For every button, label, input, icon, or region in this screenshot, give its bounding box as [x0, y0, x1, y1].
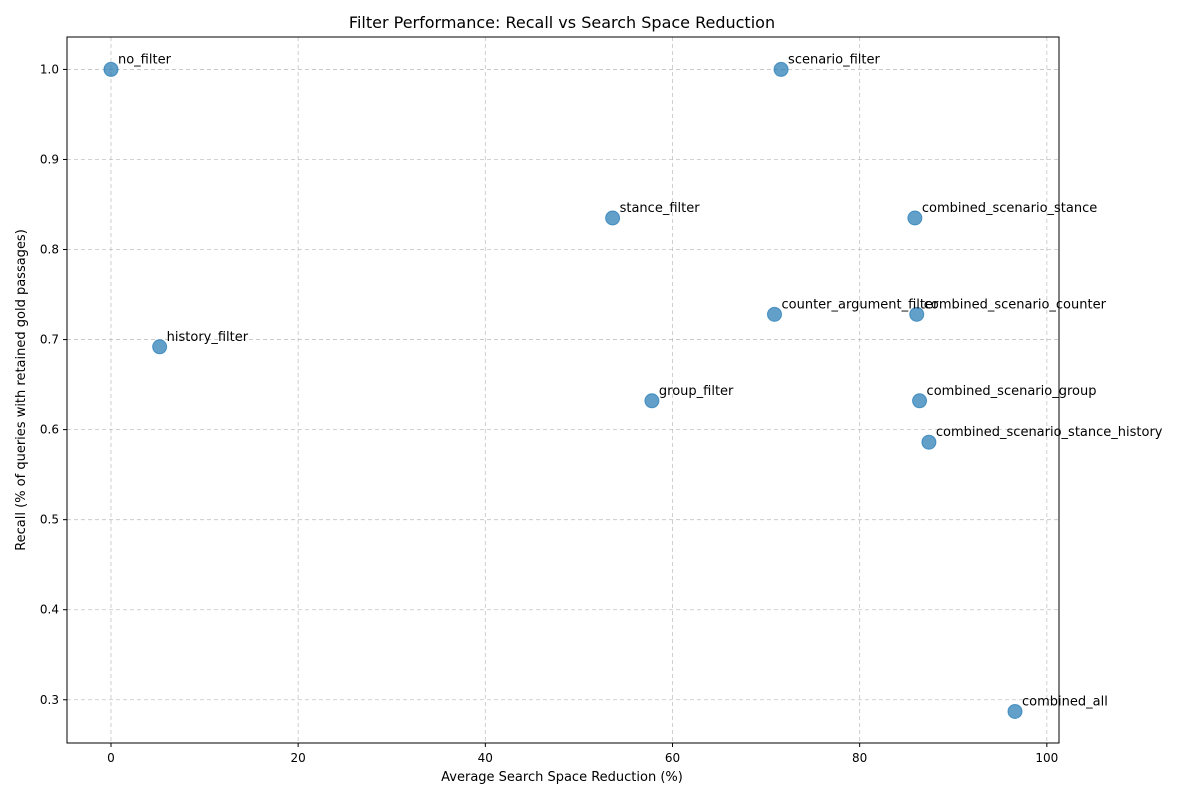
x-tick-label: 60: [665, 751, 680, 765]
x-tick-label: 0: [107, 751, 115, 765]
data-point: [103, 61, 119, 77]
x-tick-label: 80: [852, 751, 867, 765]
y-tick-label: 0.6: [40, 423, 59, 437]
x-axis-label: Average Search Space Reduction (%): [441, 770, 683, 785]
grid-lines: [67, 37, 1059, 743]
data-point: [912, 393, 928, 409]
y-tick-label: 0.8: [40, 243, 59, 257]
data-point: [773, 61, 789, 77]
y-axis-ticks: 0.3 0.4 0.5 0.6 0.7 0.8 0.9 1.0: [40, 62, 67, 707]
x-tick-label: 40: [478, 751, 493, 765]
plot-frame: [66, 36, 1060, 744]
point-label: combined_scenario_counter: [924, 297, 1107, 312]
data-point: [921, 434, 937, 450]
data-point: [907, 210, 923, 226]
y-tick-label: 0.4: [40, 603, 59, 617]
point-label: combined_scenario_group: [927, 384, 1097, 399]
y-tick-label: 0.9: [40, 152, 59, 166]
y-tick-label: 0.5: [40, 513, 59, 527]
y-tick-label: 0.3: [40, 693, 59, 707]
point-label: history_filter: [167, 330, 249, 345]
data-point: [909, 306, 925, 322]
data-point: [767, 306, 783, 322]
point-label: combined_scenario_stance: [922, 201, 1097, 216]
point-label: stance_filter: [620, 201, 701, 216]
y-tick-label: 0.7: [40, 333, 59, 347]
data-point: [644, 393, 660, 409]
point-label: scenario_filter: [788, 52, 880, 67]
point-label: counter_argument_filter: [782, 297, 939, 312]
data-point: [1007, 703, 1023, 719]
point-label: no_filter: [118, 52, 172, 67]
data-points: [103, 61, 1023, 719]
y-axis-label: Recall (% of queries with retained gold …: [14, 229, 29, 551]
chart-title: Filter Performance: Recall vs Search Spa…: [349, 13, 775, 32]
data-point: [605, 210, 621, 226]
point-label: combined_all: [1022, 694, 1108, 709]
x-tick-label: 100: [1035, 751, 1058, 765]
point-label: combined_scenario_stance_history: [936, 425, 1163, 440]
y-tick-label: 1.0: [40, 62, 59, 76]
data-point: [152, 339, 168, 355]
x-axis-ticks: 0 20 40 60 80 100: [107, 743, 1058, 765]
x-tick-label: 20: [291, 751, 306, 765]
point-label: group_filter: [659, 384, 734, 399]
